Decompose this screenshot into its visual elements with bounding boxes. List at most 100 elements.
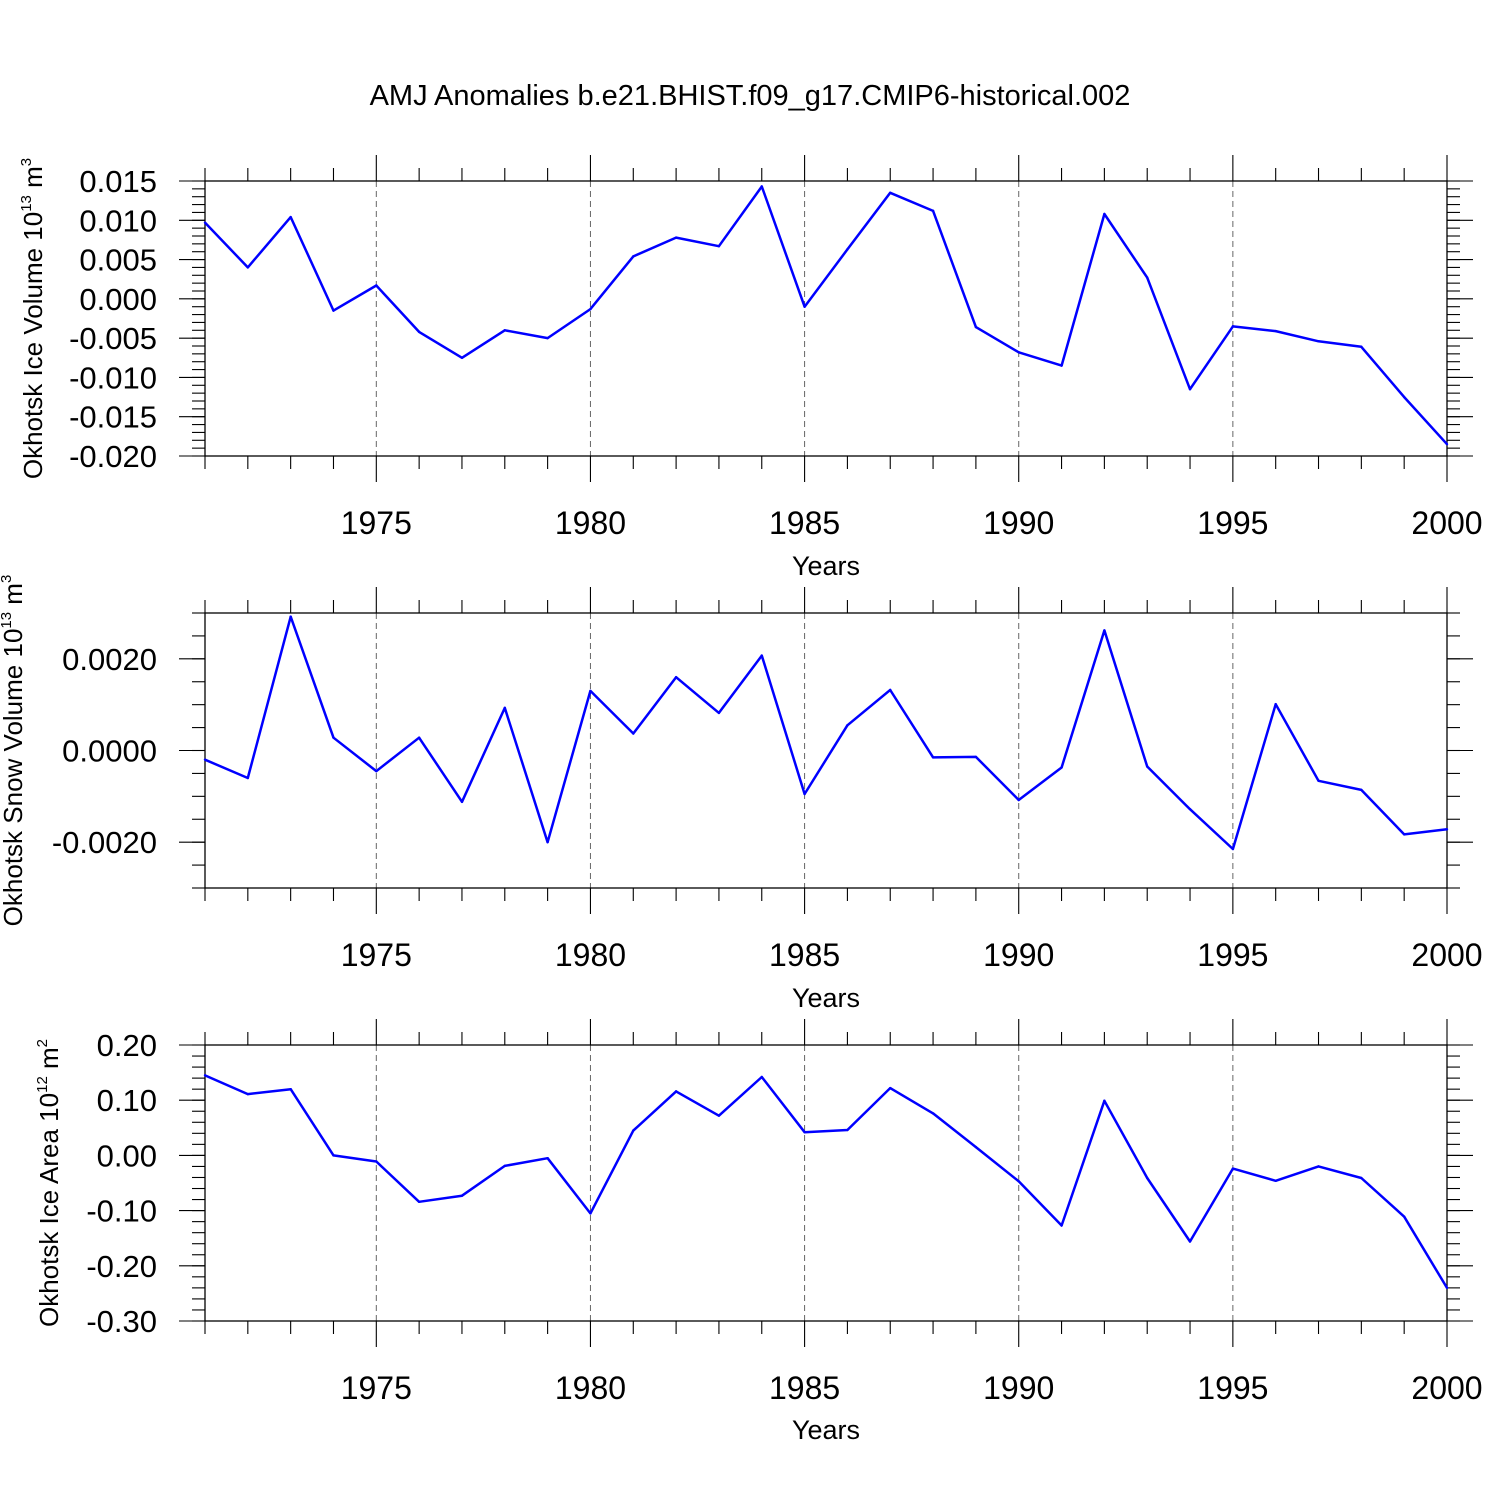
x-tick-label: 1985 xyxy=(769,505,840,541)
x-tick-label: 1985 xyxy=(769,1370,840,1406)
data-point xyxy=(589,307,592,311)
y-axis-label: Okhotsk Snow Volume 1013 m3 xyxy=(0,575,28,927)
x-tick-label: 1975 xyxy=(341,937,412,973)
data-point xyxy=(1060,364,1063,367)
chart-panel-3: 0.20 0.10 0.00 -0.10 -0.20 -0.30 1975 1980 1985 1… xyxy=(34,1019,1483,1445)
data-point xyxy=(674,675,678,679)
data-point xyxy=(460,356,464,359)
data-point xyxy=(460,800,464,804)
data-point xyxy=(674,236,678,239)
data-point xyxy=(460,1194,464,1197)
plot-frame xyxy=(204,1044,1448,1322)
series-line xyxy=(204,1074,1449,1289)
data-point xyxy=(1360,345,1363,348)
data-point xyxy=(589,1212,592,1215)
data-point xyxy=(1445,828,1449,831)
data-point xyxy=(632,255,635,258)
y-tick-label: -0.30 xyxy=(86,1304,157,1339)
data-point xyxy=(889,688,892,692)
data-point xyxy=(503,1164,506,1168)
data-point xyxy=(1231,847,1235,851)
data-point xyxy=(1402,395,1406,399)
x-tick-label: 2000 xyxy=(1411,1370,1482,1406)
data-point xyxy=(1017,351,1020,354)
data-point xyxy=(974,755,978,759)
data-point xyxy=(1445,1286,1449,1290)
x-tick-label: 1990 xyxy=(983,1370,1054,1406)
data-point xyxy=(632,732,635,735)
data-point xyxy=(760,185,763,188)
data-point xyxy=(417,736,421,739)
data-point xyxy=(889,191,892,194)
series-line xyxy=(204,185,1448,446)
data-point xyxy=(546,336,549,340)
data-point xyxy=(1188,807,1192,811)
data-point xyxy=(546,1156,549,1160)
data-point xyxy=(760,1075,763,1079)
data-point xyxy=(1188,388,1192,391)
plot-frame xyxy=(204,612,1448,889)
data-point xyxy=(203,1074,207,1077)
y-tick-label: 0.005 xyxy=(79,243,157,278)
plot-frame xyxy=(204,180,1448,457)
data-point xyxy=(1445,443,1449,446)
x-tick-label: 1985 xyxy=(769,937,840,973)
data-point xyxy=(1402,1215,1406,1218)
y-tick-label: 0.000 xyxy=(79,282,157,317)
data-point xyxy=(289,1087,292,1091)
y-tick-label: -0.010 xyxy=(69,360,157,395)
data-point xyxy=(375,769,378,773)
y-tick-label: 0.0020 xyxy=(62,642,157,677)
y-tick-label: 0.00 xyxy=(97,1138,157,1173)
data-point xyxy=(1188,1240,1192,1243)
x-tick-label: 2000 xyxy=(1411,937,1482,973)
y-tick-label: -0.10 xyxy=(86,1194,157,1229)
chart-panel-1: 0.015 0.010 0.005 0.000 -0.005 -0.010 -0.015 -0… xyxy=(18,155,1483,581)
data-point xyxy=(203,221,207,224)
data-point xyxy=(1146,276,1149,279)
data-point xyxy=(717,245,721,248)
data-point xyxy=(417,1200,421,1203)
series-line xyxy=(204,615,1448,851)
data-point xyxy=(1231,325,1235,328)
data-point xyxy=(1274,329,1277,333)
data-point xyxy=(1360,788,1363,792)
data-point xyxy=(1103,629,1106,632)
x-tick-label: 1975 xyxy=(341,1370,412,1406)
data-point xyxy=(846,724,849,727)
x-tick-label: 1980 xyxy=(555,505,626,541)
data-point xyxy=(1360,1176,1363,1180)
data-point xyxy=(846,248,849,251)
data-point xyxy=(203,758,207,761)
data-point xyxy=(375,284,378,287)
x-tick-label: 1990 xyxy=(983,937,1054,973)
data-point xyxy=(717,1114,721,1117)
x-tick-label: 2000 xyxy=(1411,505,1482,541)
data-point xyxy=(332,1154,335,1157)
data-point xyxy=(717,711,721,715)
x-tick-label: 1995 xyxy=(1197,1370,1268,1406)
data-point xyxy=(589,689,592,693)
y-tick-label: -0.005 xyxy=(69,321,157,356)
y-axis-label: Okhotsk Ice Area 1012 m2 xyxy=(34,1039,64,1327)
data-point xyxy=(632,1129,635,1132)
data-point xyxy=(974,325,978,329)
x-tick-label: 1995 xyxy=(1197,505,1268,541)
data-point xyxy=(1017,1180,1020,1183)
x-axis-label: Years xyxy=(792,551,860,581)
data-point xyxy=(803,1131,806,1134)
data-point xyxy=(674,1090,678,1093)
x-axis-label: Years xyxy=(792,1415,860,1445)
data-point xyxy=(803,792,806,796)
data-point xyxy=(974,1145,978,1149)
data-point xyxy=(1060,1224,1063,1227)
data-point xyxy=(931,209,935,213)
y-tick-label: -0.20 xyxy=(86,1249,157,1284)
y-tick-label: 0.20 xyxy=(97,1028,157,1063)
data-point xyxy=(1317,1165,1320,1168)
data-point xyxy=(289,215,292,219)
data-point xyxy=(1274,703,1277,706)
data-point xyxy=(503,329,506,332)
y-tick-label: -0.0020 xyxy=(52,825,157,860)
data-point xyxy=(1274,1179,1277,1182)
